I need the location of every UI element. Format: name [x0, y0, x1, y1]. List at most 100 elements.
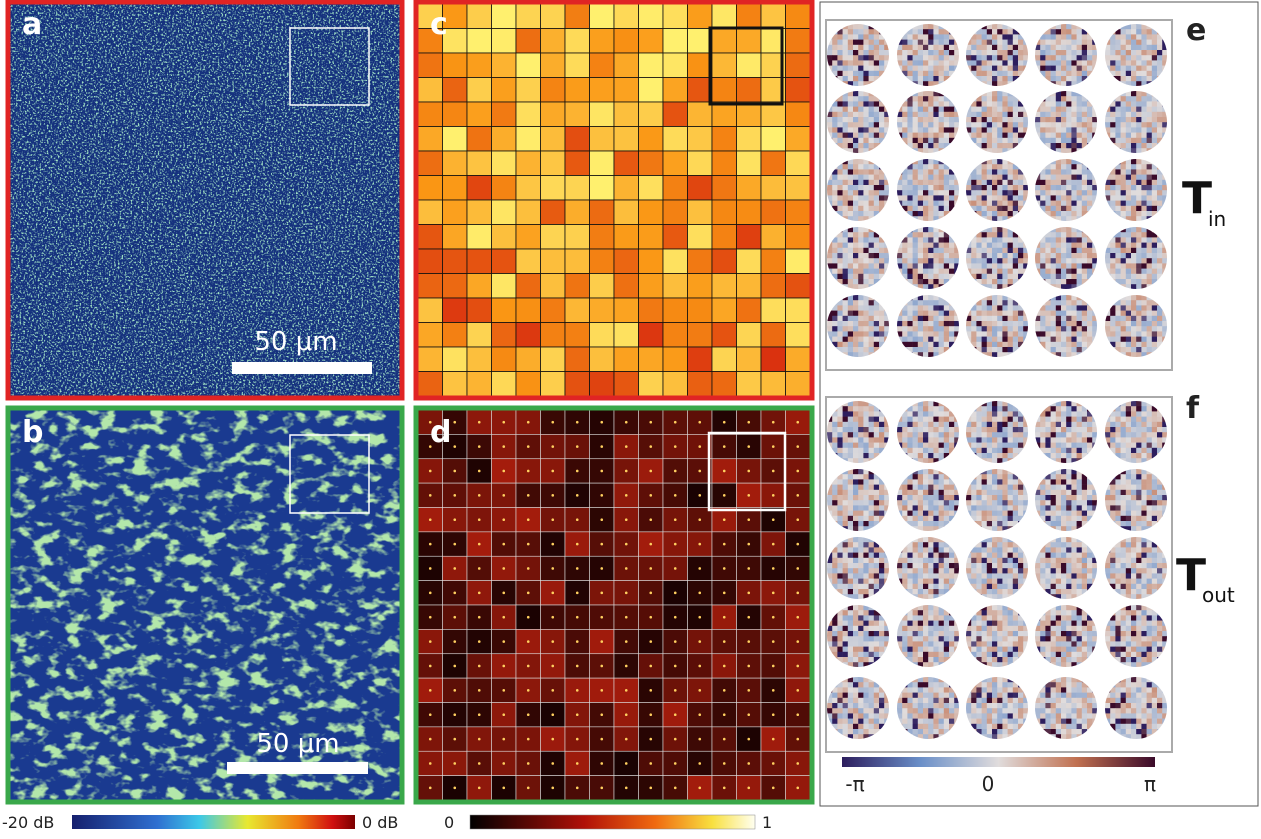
phase-pixel: [1071, 70, 1077, 77]
phase-pixel: [1076, 143, 1083, 149]
focus-spot: [624, 689, 628, 692]
phase-pixel: [863, 159, 869, 165]
phase-pixel: [976, 190, 982, 196]
phase-pixel: [1092, 39, 1097, 46]
phase-pixel: [1002, 34, 1008, 40]
phase-pixel: [917, 174, 924, 181]
phase-pixel: [1071, 341, 1077, 348]
phase-pixel: [1092, 237, 1097, 243]
phase-pixel: [1131, 190, 1137, 196]
focus-spot: [551, 762, 555, 765]
phase-pixel: [897, 341, 903, 348]
phase-pixel: [1087, 195, 1093, 201]
focus-spot: [649, 518, 653, 521]
phase-pixel: [949, 341, 955, 348]
phase-pixel: [1023, 447, 1028, 454]
phase-pixel: [858, 24, 864, 30]
phase-pixel: [1092, 101, 1097, 107]
phase-pixel: [1092, 55, 1097, 61]
phase-pixel: [1081, 305, 1088, 311]
phase-pixel: [912, 331, 919, 337]
phase-pixel: [902, 24, 908, 30]
phase-pixel: [1066, 211, 1072, 217]
phase-pixel: [837, 132, 843, 139]
focus-spot: [771, 542, 775, 546]
phase-pixel: [1110, 169, 1116, 175]
phase-pixel: [1146, 200, 1153, 207]
phase-pixel: [997, 352, 1003, 357]
focus-spot: [575, 689, 579, 692]
phase-pixel: [1087, 190, 1093, 196]
phase-pixel: [1055, 137, 1062, 144]
focus-spot: [477, 689, 481, 692]
phase-pixel: [1131, 237, 1137, 243]
phase-pixel: [1035, 81, 1041, 86]
phase-pixel: [1110, 237, 1116, 243]
phase-pixel: [873, 237, 880, 243]
phase-pixel: [832, 326, 838, 332]
phase-pixel: [1071, 127, 1077, 133]
tile: [540, 199, 566, 225]
phase-pixel: [976, 437, 982, 443]
phase-pixel: [923, 279, 929, 285]
phase-pixel: [1146, 148, 1153, 153]
phase-pixel: [949, 305, 955, 311]
phase-pixel: [1061, 200, 1067, 207]
tile: [515, 3, 541, 29]
phase-pixel: [917, 315, 924, 322]
phase-pixel: [1055, 169, 1062, 175]
phase-pixel: [1002, 101, 1008, 107]
phase-pixel: [907, 101, 913, 107]
phase-disc: [1035, 91, 1097, 153]
phase-pixel: [842, 29, 849, 35]
phase-pixel: [1115, 279, 1121, 285]
phase-pixel: [1081, 169, 1088, 175]
phase-pixel: [868, 60, 875, 66]
phase-pixel: [1007, 232, 1014, 238]
focus-spot: [796, 567, 800, 570]
phase-pixel: [1050, 247, 1057, 254]
phase-pixel: [1061, 91, 1067, 97]
phase-pixel: [858, 411, 864, 417]
phase-pixel: [1092, 65, 1097, 72]
phase-pixel: [1131, 341, 1137, 348]
phase-pixel: [827, 34, 833, 40]
phase-pixel: [1055, 143, 1062, 149]
phase-pixel: [1076, 227, 1083, 233]
focus-spot: [526, 494, 530, 497]
phase-pixel: [938, 263, 945, 269]
phase-pixel: [928, 195, 934, 201]
phase-pixel: [827, 284, 833, 289]
phase-pixel: [1092, 427, 1097, 433]
phase-pixel: [933, 247, 939, 254]
phase-pixel: [933, 60, 939, 66]
phase-pixel: [1110, 190, 1116, 196]
focus-spot: [526, 469, 530, 473]
phase-pixel: [1146, 268, 1153, 275]
phase-pixel: [827, 326, 833, 332]
phase-pixel: [981, 352, 988, 357]
phase-pixel: [1071, 76, 1077, 82]
phase-pixel: [842, 237, 849, 243]
phase-pixel: [933, 81, 939, 86]
phase-pixel: [1087, 279, 1093, 285]
phase-pixel: [1066, 195, 1072, 201]
phase-pixel: [827, 416, 833, 423]
phase-pixel: [928, 453, 934, 459]
phase-pixel: [842, 247, 849, 254]
phase-pixel: [1023, 127, 1028, 133]
phase-pixel: [1087, 205, 1093, 212]
phase-pixel: [1018, 159, 1024, 165]
phase-pixel: [1002, 284, 1008, 289]
tile: [638, 77, 664, 103]
phase-pixel: [1087, 347, 1093, 353]
phase-pixel: [837, 326, 843, 332]
phase-pixel: [907, 295, 913, 301]
phase-pixel: [897, 295, 903, 301]
phase-pixel: [1023, 401, 1028, 407]
phase-pixel: [966, 174, 972, 181]
phase-disc: [897, 401, 959, 463]
phase-pixel: [976, 185, 982, 191]
phase-pixel: [1018, 453, 1024, 459]
phase-pixel: [992, 143, 998, 149]
